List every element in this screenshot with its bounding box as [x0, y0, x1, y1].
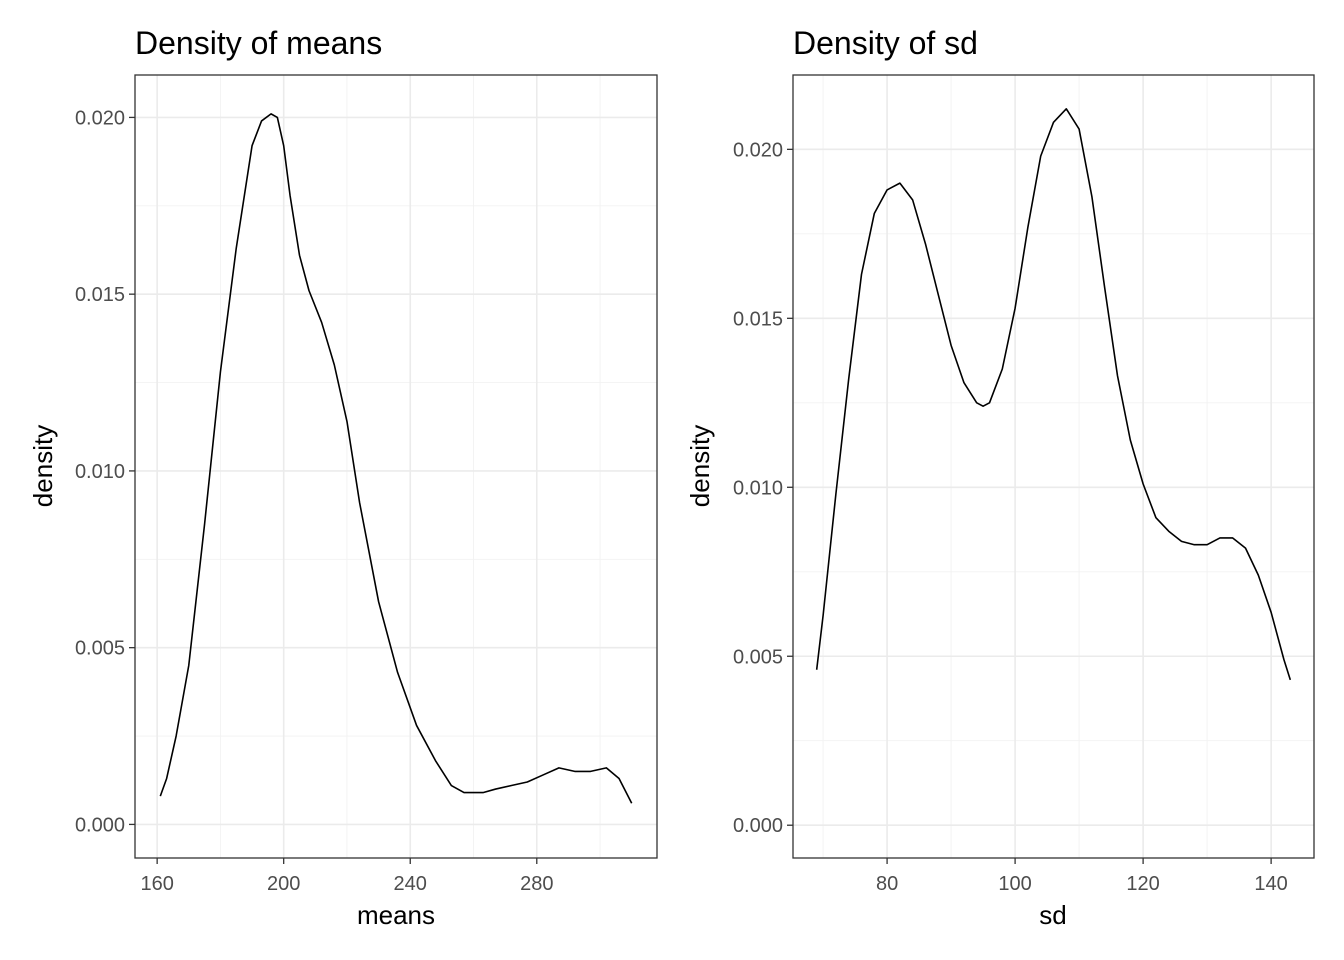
grid-lines — [135, 75, 657, 858]
density-curve — [159, 113, 633, 804]
x-tick-label: 240 — [394, 873, 427, 895]
x-axis-title: sd — [1039, 900, 1066, 930]
x-tick-label: 100 — [998, 873, 1031, 895]
y-axis-title: density — [685, 425, 715, 507]
x-tick-label: 120 — [1126, 873, 1159, 895]
y-tick-label: 0.015 — [75, 284, 125, 306]
y-tick-label: 0.010 — [75, 461, 125, 483]
y-tick-label: 0.005 — [733, 646, 783, 668]
y-tick-label: 0.000 — [75, 814, 125, 836]
chart-sd-density: Density of sd sd density 80 100 120 140 0.00… — [685, 25, 1315, 930]
x-tick-label: 140 — [1254, 873, 1287, 895]
y-tick-label: 0.020 — [733, 139, 783, 161]
x-tick-label: 160 — [140, 873, 173, 895]
x-tick-label: 80 — [876, 873, 898, 895]
y-axis-title: density — [28, 425, 58, 507]
grid-lines — [793, 75, 1314, 858]
chart-title: Density of means — [135, 25, 382, 61]
y-tick-label: 0.010 — [733, 477, 783, 499]
y-tick-label: 0.005 — [75, 638, 125, 660]
chart-means-density: Density of means means density 160 200 240… — [28, 25, 658, 930]
x-tick-label: 200 — [267, 873, 300, 895]
y-tick-label: 0.015 — [733, 308, 783, 330]
density-curve — [815, 107, 1292, 681]
plot-panel-border — [792, 74, 1315, 859]
x-tick-label: 280 — [520, 873, 553, 895]
plot-panel-border — [134, 74, 658, 859]
y-tick-label: 0.000 — [733, 815, 783, 837]
chart-title: Density of sd — [793, 25, 978, 61]
x-axis-title: means — [357, 900, 435, 930]
y-tick-label: 0.020 — [75, 107, 125, 129]
